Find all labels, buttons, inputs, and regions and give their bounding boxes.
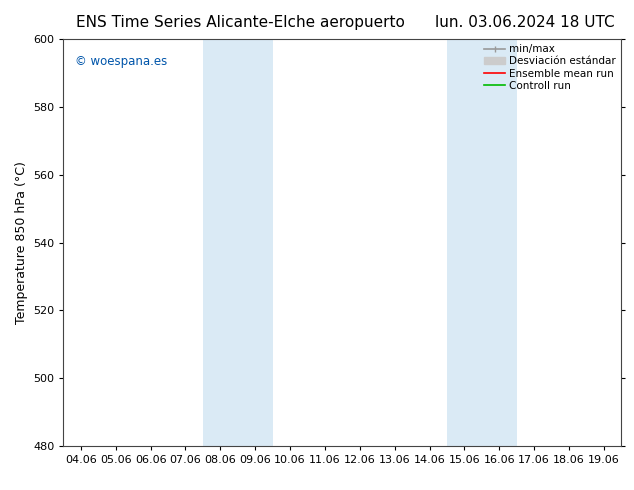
- Y-axis label: Temperature 850 hPa (°C): Temperature 850 hPa (°C): [15, 161, 27, 324]
- Text: lun. 03.06.2024 18 UTC: lun. 03.06.2024 18 UTC: [436, 15, 615, 30]
- Text: ENS Time Series Alicante-Elche aeropuerto: ENS Time Series Alicante-Elche aeropuert…: [77, 15, 405, 30]
- Legend: min/max, Desviación estándar, Ensemble mean run, Controll run: min/max, Desviación estándar, Ensemble m…: [482, 42, 618, 93]
- Bar: [447, 39, 517, 446]
- Bar: [203, 39, 273, 446]
- Text: © woespana.es: © woespana.es: [75, 55, 167, 69]
